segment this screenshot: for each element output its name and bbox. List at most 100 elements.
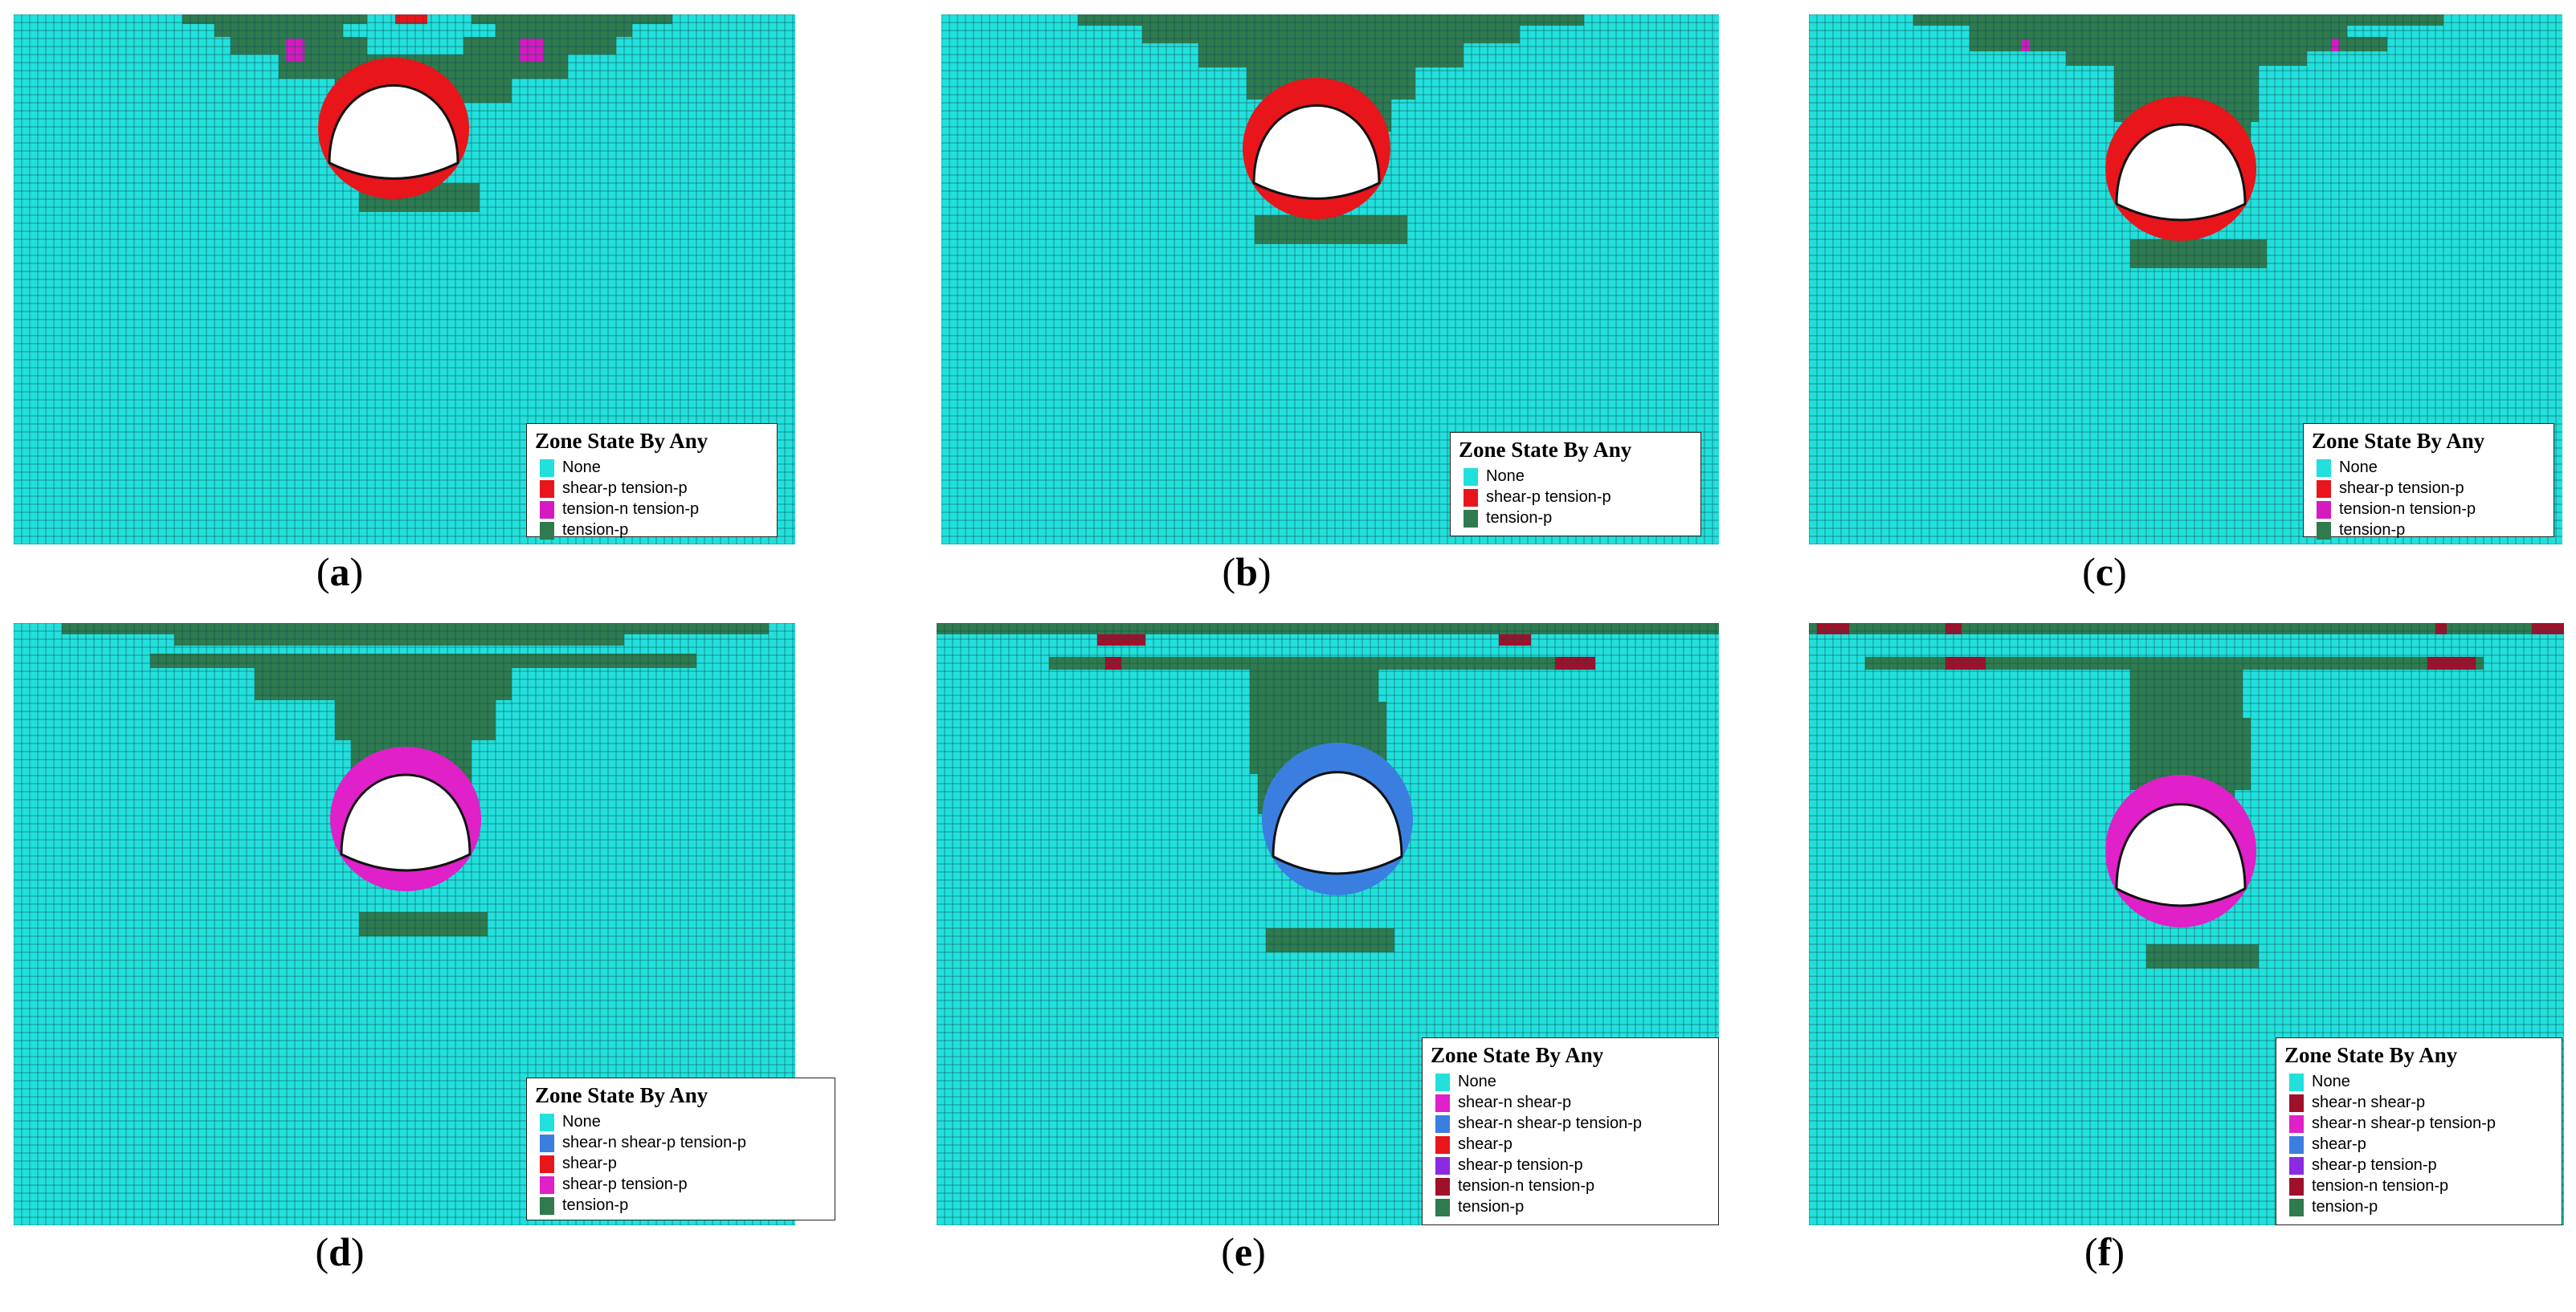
legend-entry: tension-n tension-p [2289, 1175, 2448, 1197]
legend-label: shear-p tension-p [562, 1175, 688, 1193]
panel-caption-letter: e [1234, 1229, 1253, 1274]
surface-zone [182, 14, 367, 24]
panel-caption-e: (e) [1221, 1229, 1266, 1274]
legend-e: Zone State By Any None shear-n shear-p shea… [1422, 1037, 1719, 1225]
legend-entry: shear-n shear-p tension-p [540, 1131, 747, 1154]
panel-c: Zone State By Any None shear-p tension-p te… [1809, 14, 2562, 544]
legend-label: shear-n shear-p tension-p [1458, 1114, 1643, 1132]
legend-label: tension-n tension-p [1458, 1176, 1595, 1195]
legend-b: Zone State By Any None shear-p tension-p te… [1450, 432, 1701, 536]
legend-f: Zone State By Any None shear-n shear-p shea… [2276, 1037, 2562, 1225]
legend-label: tension-n tension-p [2339, 499, 2476, 518]
plastic-zone [1970, 26, 2347, 37]
panel-b: Zone State By Any None shear-p tension-p te… [941, 14, 1719, 544]
legend-label: shear-p [2312, 1135, 2366, 1153]
legend-entry: tension-p [1464, 507, 1553, 529]
legend-label: shear-n shear-p [2312, 1093, 2426, 1111]
legend-title: Zone State By Any [535, 429, 708, 453]
legend-label: None [2339, 458, 2378, 476]
tunnel-opening [1252, 104, 1381, 200]
mesh-grid [941, 14, 1719, 544]
legend-label: shear-n shear-p tension-p [2312, 1114, 2496, 1132]
panel-caption-b: (b) [1222, 549, 1272, 594]
legend-entry: shear-p tension-p [540, 1173, 688, 1196]
legend-label: tension-p [1458, 1197, 1525, 1216]
legend-entry: tension-p [2289, 1196, 2378, 1218]
legend-entry: tension-p [540, 1194, 629, 1216]
legend-label: tension-p [2339, 520, 2406, 539]
panel-a: Zone State By Any None shear-p tension-p te… [14, 14, 795, 544]
legend-entry: None [540, 1110, 601, 1133]
mesh-plot-c [1809, 14, 2562, 544]
legend-entry: tension-p [1435, 1196, 1525, 1218]
legend-entry: None [540, 456, 601, 479]
surface-zone [472, 14, 672, 24]
legend-label: tension-n tension-p [562, 499, 700, 518]
tunnel-opening [2115, 803, 2247, 907]
legend-swatch [1435, 1136, 1450, 1154]
legend-swatch [1435, 1074, 1450, 1091]
legend-title: Zone State By Any [1431, 1043, 1604, 1067]
legend-swatch [540, 1155, 554, 1173]
legend-label: shear-n shear-p tension-p [562, 1133, 747, 1151]
panel-d: Zone State By Any None shear-n shear-p ten… [14, 623, 835, 1225]
legend-swatch [1435, 1094, 1450, 1112]
legend-entry: None [1464, 465, 1525, 487]
plastic-zone [1255, 215, 1407, 244]
surface-zone [395, 14, 427, 24]
legend-label: tension-p [562, 520, 629, 539]
legend-entry: shear-p [2289, 1133, 2366, 1155]
legend-swatch [540, 522, 554, 540]
plastic-zone [2331, 39, 2339, 51]
legend-entry: shear-p tension-p [1464, 486, 1611, 508]
panel-caption-d: (d) [315, 1229, 365, 1274]
legend-swatch [2289, 1199, 2304, 1216]
mesh-grid [1809, 623, 2564, 1225]
legend-label: None [2312, 1072, 2350, 1090]
legend-swatch [540, 1135, 554, 1152]
legend-entry: tension-n tension-p [1435, 1175, 1595, 1197]
legend-label: shear-p [562, 1154, 617, 1172]
legend-label: tension-p [1486, 508, 1553, 527]
legend-swatch [540, 1197, 554, 1215]
legend-label: None [1486, 467, 1525, 485]
legend-entry: shear-p tension-p [2317, 477, 2464, 499]
panel-caption-letter: f [2097, 1229, 2112, 1274]
tunnel-opening [2115, 123, 2247, 222]
legend-entry: shear-p tension-p [2289, 1154, 2437, 1176]
legend-label: shear-p tension-p [1458, 1155, 1583, 1174]
legend-swatch [2289, 1178, 2304, 1196]
legend-label: shear-p tension-p [1486, 487, 1611, 506]
legend-swatch [2317, 459, 2331, 477]
legend-entry: tension-n tension-p [2317, 498, 2476, 520]
plastic-zone [1198, 43, 1464, 67]
panel-f: Zone State By Any None shear-n shear-p shea… [1809, 623, 2564, 1225]
legend-swatch [1435, 1199, 1450, 1216]
legend-entry: shear-p [540, 1152, 617, 1175]
legend-label: tension-p [562, 1196, 629, 1214]
legend-swatch [540, 459, 554, 477]
legend-entry: shear-p tension-p [540, 477, 688, 499]
legend-swatch [2317, 522, 2331, 540]
legend-swatch [2289, 1094, 2304, 1112]
legend-swatch [1464, 489, 1478, 507]
legend-label: shear-n shear-p [1458, 1093, 1572, 1111]
panel-e: Zone State By Any None shear-n shear-p shea… [937, 623, 1719, 1225]
legend-entry: shear-n shear-p tension-p [1435, 1112, 1643, 1135]
legend-label: shear-p tension-p [2339, 479, 2464, 497]
legend-entry: tension-p [540, 519, 629, 541]
legend-c: Zone State By Any None shear-p tension-p te… [2303, 423, 2554, 540]
legend-entry: tension-n tension-p [540, 498, 700, 520]
legend-swatch [540, 480, 554, 498]
surface-zone [937, 623, 1719, 634]
legend-entry: shear-n shear-p [2289, 1091, 2426, 1114]
legend-label: tension-p [2312, 1197, 2378, 1216]
legend-label: shear-p [1458, 1135, 1513, 1153]
legend-entry: None [1435, 1070, 1496, 1093]
legend-title: Zone State By Any [2284, 1043, 2458, 1067]
legend-swatch [2317, 480, 2331, 498]
legend-label: shear-p tension-p [562, 479, 688, 497]
plastic-zone [520, 39, 544, 61]
mesh-plot-d [14, 623, 795, 1225]
legend-title: Zone State By Any [535, 1083, 708, 1107]
